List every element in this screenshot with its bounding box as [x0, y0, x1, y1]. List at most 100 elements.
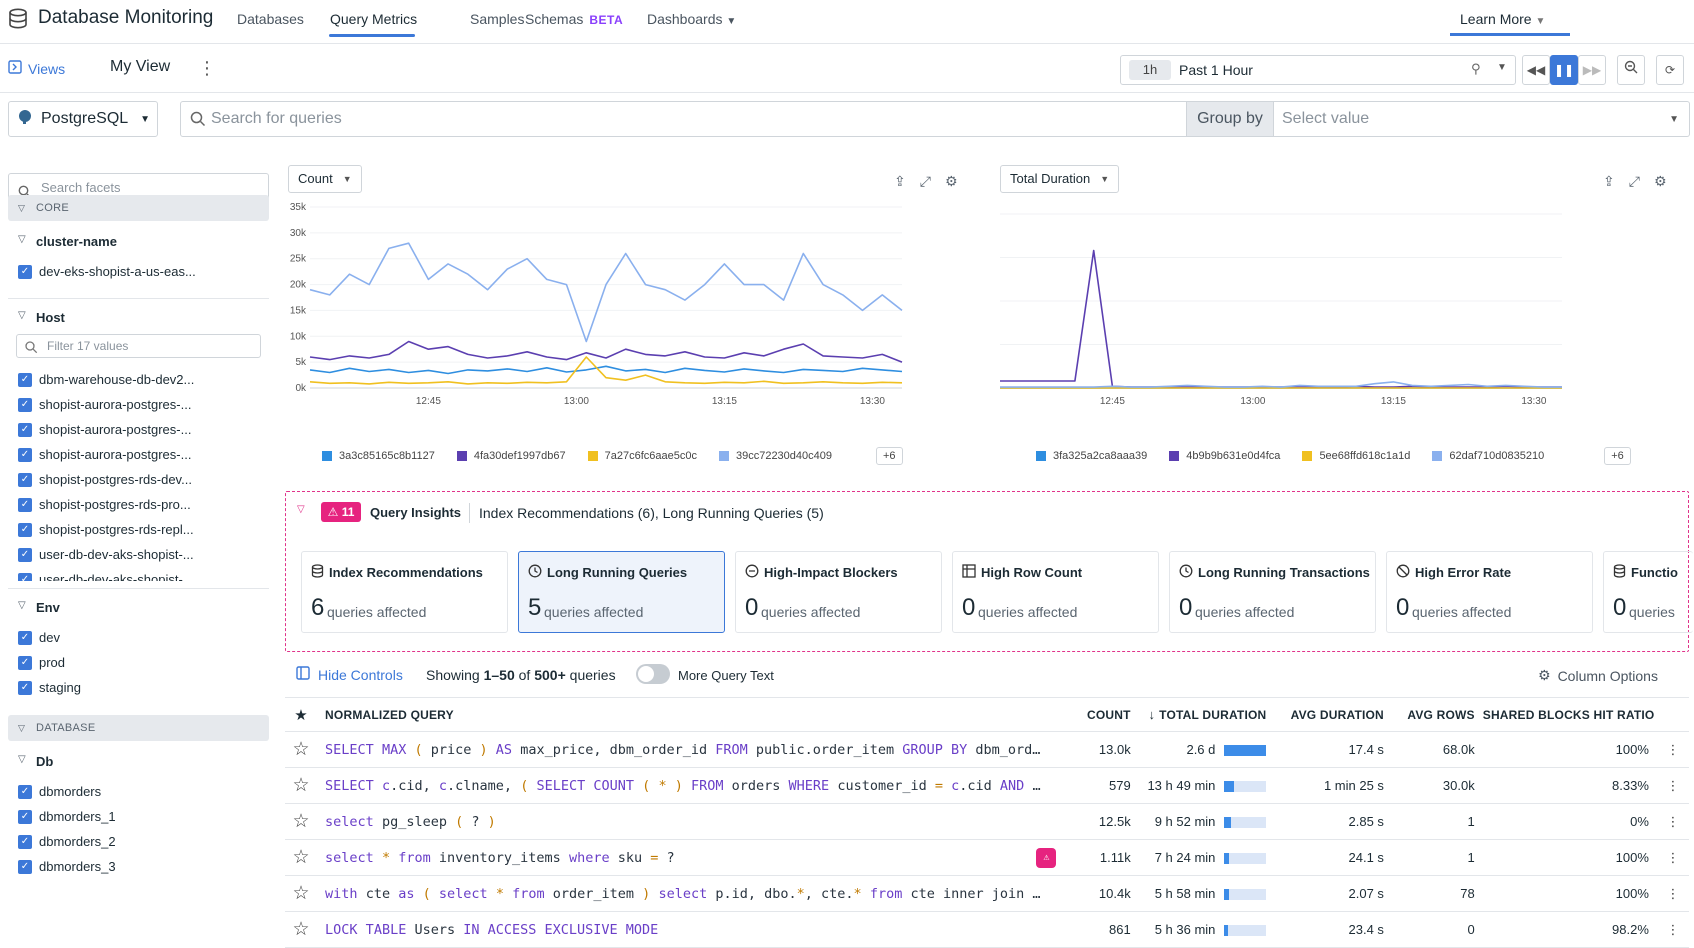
star-icon[interactable]: ☆: [285, 803, 318, 840]
facet-checkbox-item[interactable]: ✓ prod: [18, 655, 65, 670]
facet-checkbox-item[interactable]: ✓ user-db-dev-aks-shopist-...: [18, 547, 194, 562]
database-type-select[interactable]: PostgreSQL ▼: [8, 101, 158, 137]
table-row[interactable]: ☆ select * from inventory_items where sk…: [285, 839, 1689, 876]
query-text[interactable]: SELECT c.cid, c.clname, ( SELECT COUNT (…: [317, 767, 1057, 804]
metric-select[interactable]: Count ▼: [288, 165, 362, 193]
gear-icon[interactable]: ⚙: [944, 173, 958, 189]
star-icon[interactable]: ☆: [285, 839, 318, 876]
legend-item[interactable]: 3fa325a2ca8aaa39: [1036, 450, 1147, 462]
column-header-avg-duration[interactable]: AVG DURATION: [1274, 697, 1392, 732]
facet-db[interactable]: ▽ Db: [18, 754, 53, 769]
column-header-total-duration[interactable]: ↓ TOTAL DURATION: [1138, 697, 1275, 732]
chevron-down-icon[interactable]: ▽: [297, 504, 305, 515]
export-icon[interactable]: ⇪: [1603, 173, 1615, 189]
query-text[interactable]: LOCK TABLE Users IN ACCESS EXCLUSIVE MOD…: [317, 911, 1057, 948]
table-row[interactable]: ☆ with cte as ( select * from order_item…: [285, 875, 1689, 912]
insight-hazard-icon[interactable]: ⚠: [1036, 848, 1057, 868]
insight-card-long-running-transactions[interactable]: Long Running Transactions 0 queries affe…: [1169, 551, 1376, 633]
fast-forward-button[interactable]: ▶▶: [1578, 55, 1606, 85]
tab-schemas[interactable]: Schemas BETA: [525, 11, 623, 27]
tab-databases[interactable]: Databases: [237, 11, 304, 27]
facet-checkbox-item[interactable]: ✓ dbmorders: [18, 784, 101, 799]
table-row[interactable]: ☆ SELECT MAX ( price ) AS max_price, dbm…: [285, 731, 1689, 768]
pause-button[interactable]: ❚❚: [1550, 55, 1578, 85]
time-range-picker[interactable]: 1h Past 1 Hour ⚲ ▼: [1120, 55, 1516, 85]
favorite-header-star-icon[interactable]: ★: [285, 697, 318, 732]
view-options-kebab-icon[interactable]: ⋮: [198, 58, 216, 78]
column-options-button[interactable]: ⚙ Column Options: [1538, 667, 1658, 684]
table-row[interactable]: ☆ LOCK TABLE Users IN ACCESS EXCLUSIVE M…: [285, 911, 1689, 948]
legend-item[interactable]: 5ee68ffd618c1a1d: [1302, 450, 1410, 462]
facet-checkbox-item[interactable]: ✓ shopist-postgres-rds-repl...: [18, 522, 194, 537]
fullscreen-icon[interactable]: ⤢: [1628, 173, 1640, 189]
row-actions-kebab-icon[interactable]: ⋮: [1656, 839, 1689, 876]
legend-item[interactable]: 3a3c85165c8b1127: [322, 450, 435, 462]
facet-checkbox-item[interactable]: ✓ shopist-aurora-postgres-...: [18, 422, 191, 437]
facet-host[interactable]: ▽ Host: [18, 310, 65, 325]
refresh-button[interactable]: ⟳: [1656, 55, 1684, 85]
star-icon[interactable]: ☆: [285, 767, 318, 804]
section-database[interactable]: ▽ DATABASE: [8, 715, 269, 741]
insight-card-high-error-rate[interactable]: High Error Rate 0 queries affected: [1386, 551, 1593, 633]
legend-more-button[interactable]: +6: [1604, 447, 1631, 465]
fullscreen-icon[interactable]: ⤢: [919, 173, 931, 189]
table-row[interactable]: ☆ SELECT c.cid, c.clname, ( SELECT COUNT…: [285, 767, 1689, 804]
row-actions-kebab-icon[interactable]: ⋮: [1656, 731, 1689, 768]
column-header-count[interactable]: COUNT: [1056, 697, 1139, 732]
facet-checkbox-item[interactable]: ✓ shopist-postgres-rds-dev...: [18, 472, 192, 487]
more-query-text-toggle[interactable]: [636, 664, 670, 684]
insight-card-high-impact-blockers[interactable]: High-Impact Blockers 0 queries affected: [735, 551, 942, 633]
rewind-button[interactable]: ◀◀: [1522, 55, 1550, 85]
star-icon[interactable]: ☆: [285, 911, 318, 948]
query-text[interactable]: select * from inventory_items where sku …: [317, 839, 1057, 876]
insight-card-functions[interactable]: Functio 0 queries: [1603, 551, 1693, 633]
star-icon[interactable]: ☆: [285, 731, 318, 768]
legend-item[interactable]: 4b9b9b631e0d4fca: [1169, 450, 1280, 462]
group-by-select[interactable]: Select value ▼: [1274, 101, 1690, 137]
facet-checkbox-item[interactable]: ✓ dev-eks-shopist-a-us-eas...: [18, 264, 196, 279]
export-icon[interactable]: ⇪: [894, 173, 906, 189]
current-view-name[interactable]: My View: [110, 58, 171, 75]
views-button[interactable]: Views: [8, 60, 65, 77]
legend-item[interactable]: 7a27c6fc6aae5c0c: [587, 450, 697, 462]
star-icon[interactable]: ☆: [285, 875, 318, 912]
chevron-down-icon[interactable]: ▼: [1497, 62, 1507, 73]
query-text[interactable]: select pg_sleep ( ? ): [317, 803, 1057, 840]
legend-more-button[interactable]: +6: [876, 447, 903, 465]
facet-env[interactable]: ▽ Env: [18, 600, 60, 615]
column-header-avg-rows[interactable]: AVG ROWS: [1391, 697, 1483, 732]
facet-checkbox-item[interactable]: ✓ dbmorders_1: [18, 809, 116, 824]
row-actions-kebab-icon[interactable]: ⋮: [1656, 911, 1689, 948]
gear-icon[interactable]: ⚙: [1653, 173, 1667, 189]
facet-checkbox-item[interactable]: ✓ staging: [18, 680, 81, 695]
tab-samples[interactable]: Samples: [470, 11, 525, 27]
search-input[interactable]: [211, 108, 1171, 130]
legend-item[interactable]: 62daf710d0835210: [1432, 450, 1544, 462]
insight-card-high-row-count[interactable]: High Row Count 0 queries affected: [952, 551, 1159, 633]
legend-item[interactable]: 39cc72230d40c409: [718, 450, 832, 462]
facet-checkbox-item[interactable]: ✓ shopist-aurora-postgres-...: [18, 397, 191, 412]
learn-more-menu[interactable]: Learn More ▼: [1450, 4, 1570, 36]
tab-query-metrics[interactable]: Query Metrics: [330, 11, 418, 27]
column-header-query[interactable]: NORMALIZED QUERY: [317, 697, 1057, 732]
facet-checkbox-item[interactable]: ✓ shopist-postgres-rds-pro...: [18, 497, 191, 512]
facet-checkbox-item[interactable]: ✓ shopist-aurora-postgres-...: [18, 447, 191, 462]
row-actions-kebab-icon[interactable]: ⋮: [1656, 803, 1689, 840]
pin-icon[interactable]: ⚲: [1471, 61, 1481, 76]
facet-checkbox-item[interactable]: ✓ user-db-dev-aks-shopist-...: [18, 572, 194, 581]
facet-checkbox-item[interactable]: ✓ dev: [18, 630, 60, 645]
row-actions-kebab-icon[interactable]: ⋮: [1656, 767, 1689, 804]
facet-checkbox-item[interactable]: ✓ dbm-warehouse-db-dev2...: [18, 372, 194, 387]
zoom-out-button[interactable]: [1617, 55, 1645, 85]
tab-dashboards[interactable]: Dashboards ▼: [647, 11, 736, 27]
query-text[interactable]: with cte as ( select * from order_item )…: [317, 875, 1057, 912]
row-actions-kebab-icon[interactable]: ⋮: [1656, 875, 1689, 912]
section-core[interactable]: ▽ CORE: [8, 195, 269, 221]
table-row[interactable]: ☆ select pg_sleep ( ? ) 12.5k 9 h 52 min…: [285, 803, 1689, 840]
insight-card-index-recommendations[interactable]: Index Recommendations 6 queries affected: [301, 551, 508, 633]
legend-item[interactable]: 4fa30def1997db67: [456, 450, 566, 462]
metric-select[interactable]: Total Duration ▼: [1000, 165, 1120, 193]
facet-checkbox-item[interactable]: ✓ dbmorders_2: [18, 834, 116, 849]
facet-cluster-name[interactable]: ▽ cluster-name: [18, 234, 117, 249]
insight-card-long-running-queries[interactable]: Long Running Queries 5 queries affected: [518, 551, 725, 633]
